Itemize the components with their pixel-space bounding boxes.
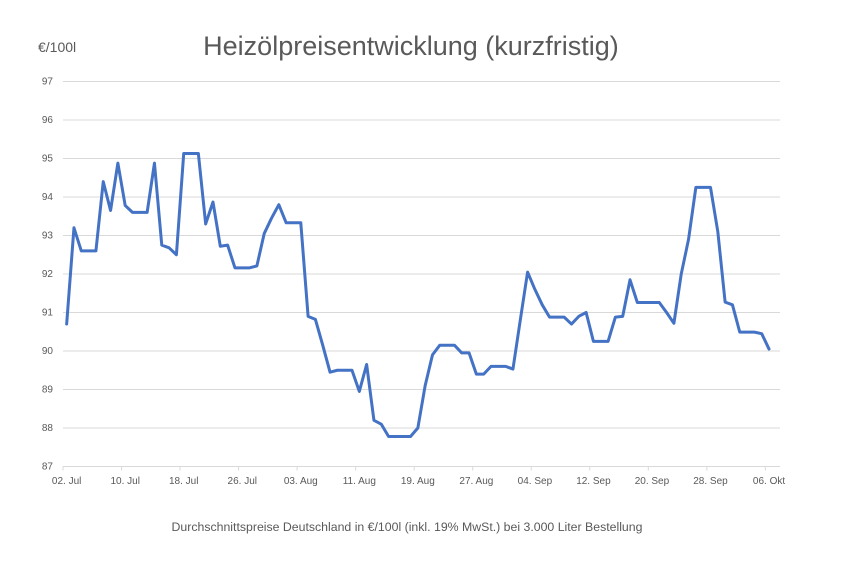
svg-text:19. Aug: 19. Aug	[401, 476, 435, 487]
svg-text:11. Aug: 11. Aug	[343, 476, 376, 487]
svg-text:88: 88	[42, 423, 54, 434]
svg-text:03. Aug: 03. Aug	[284, 476, 318, 487]
svg-text:90: 90	[42, 346, 54, 357]
svg-text:12. Sep: 12. Sep	[576, 476, 611, 487]
svg-text:94: 94	[42, 192, 54, 203]
svg-text:28. Sep: 28. Sep	[693, 476, 728, 487]
svg-text:02. Jul: 02. Jul	[52, 476, 81, 487]
svg-text:18. Jul: 18. Jul	[169, 476, 198, 487]
svg-text:96: 96	[42, 115, 54, 126]
svg-text:04. Sep: 04. Sep	[518, 476, 553, 487]
svg-text:93: 93	[42, 231, 54, 242]
svg-text:26. Jul: 26. Jul	[228, 476, 257, 487]
svg-text:10. Jul: 10. Jul	[110, 476, 139, 487]
svg-text:20. Sep: 20. Sep	[635, 476, 670, 487]
svg-text:87: 87	[42, 462, 54, 473]
svg-text:27. Aug: 27. Aug	[459, 476, 493, 487]
svg-text:06. Okt: 06. Okt	[753, 476, 785, 487]
svg-text:92: 92	[42, 269, 54, 280]
svg-text:97: 97	[42, 77, 54, 88]
svg-text:95: 95	[42, 154, 54, 165]
svg-text:€/100l: €/100l	[38, 39, 76, 55]
svg-text:91: 91	[42, 308, 54, 319]
svg-text:Heizölpreisentwicklung (kurzfr: Heizölpreisentwicklung (kurzfristig)	[203, 31, 619, 61]
svg-text:89: 89	[42, 385, 54, 396]
svg-text:Durchschnittspreise Deutschlan: Durchschnittspreise Deutschland in €/100…	[172, 520, 643, 534]
